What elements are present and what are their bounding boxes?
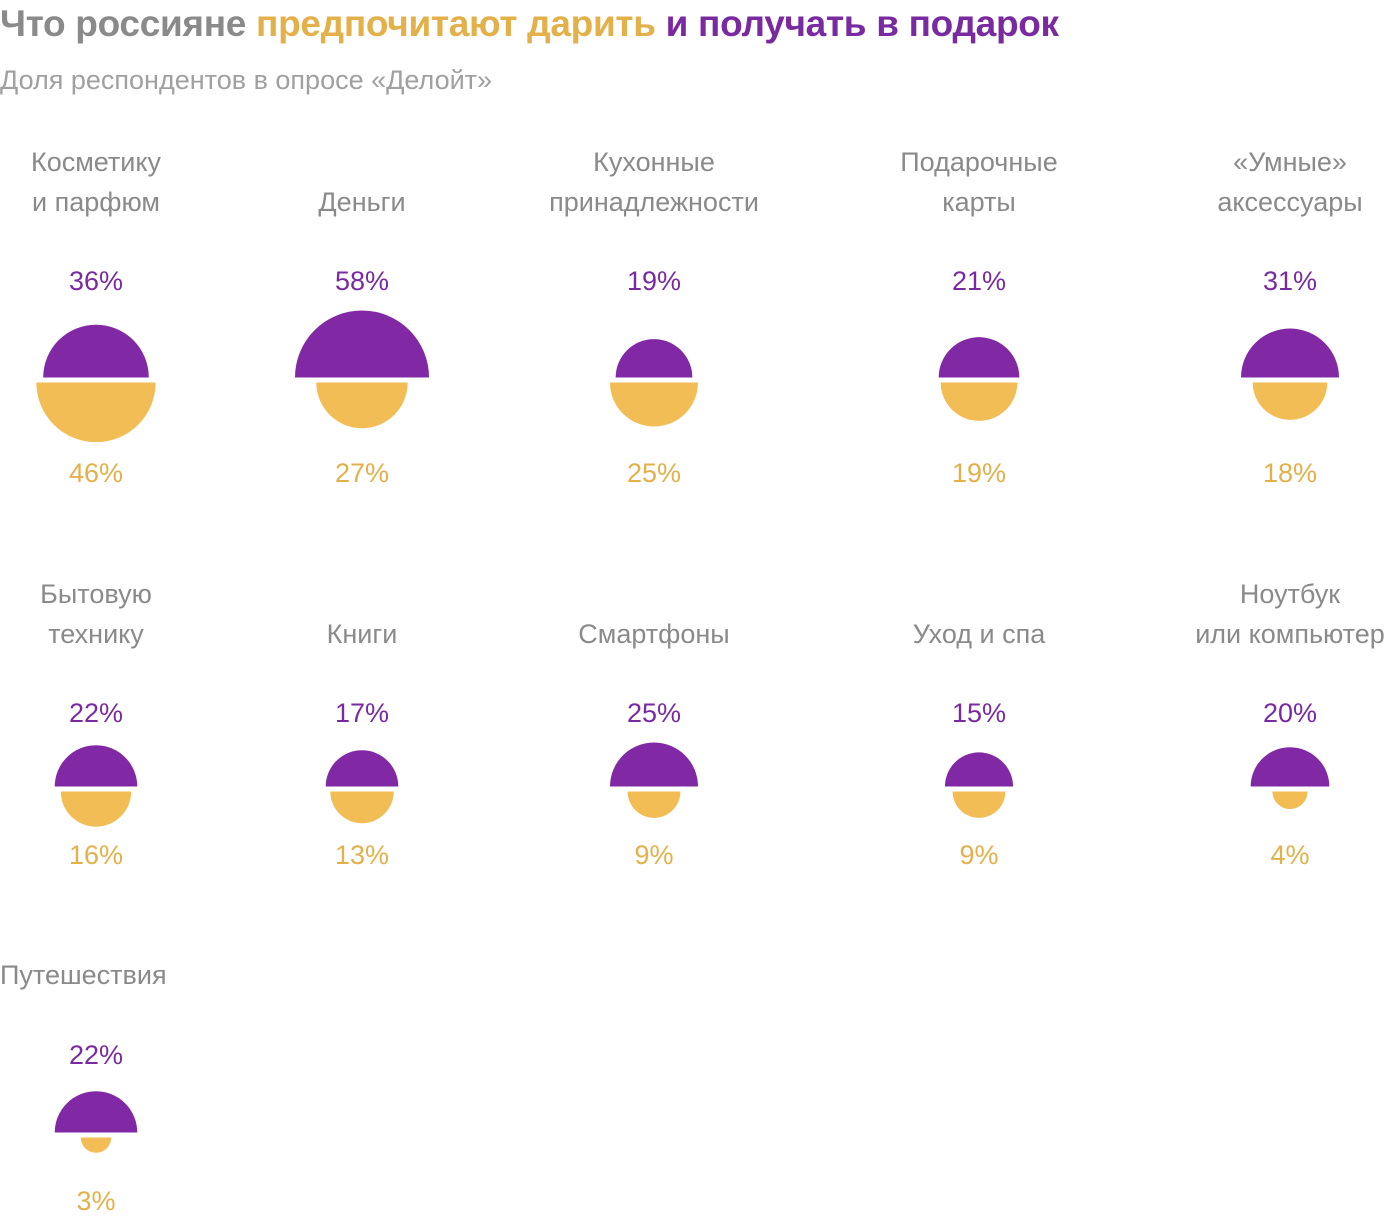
category-label: Косметику [31, 147, 161, 177]
category-label: Бытовую [40, 579, 152, 609]
category-label: «Умные» [1233, 147, 1347, 177]
give-semicircle [60, 791, 132, 827]
give-value-label: 16% [69, 840, 123, 870]
give-semicircle [940, 382, 1018, 421]
category-label: аксессуары [1217, 187, 1362, 217]
give-semicircle [36, 382, 156, 443]
category-label: Подарочные [900, 147, 1057, 177]
receive-semicircle [325, 750, 399, 787]
give-semicircle [316, 382, 408, 429]
receive-value-label: 22% [69, 698, 123, 728]
give-value-label: 9% [634, 840, 673, 870]
give-value-label: 27% [335, 458, 389, 488]
give-value-label: 25% [627, 458, 681, 488]
receive-semicircle [54, 745, 138, 787]
receive-value-label: 21% [952, 266, 1006, 296]
receive-value-label: 22% [69, 1040, 123, 1070]
category-label: Путешествия [0, 960, 167, 990]
category-label: принадлежности [549, 187, 759, 217]
category-label: Книги [327, 619, 398, 649]
receive-value-label: 15% [952, 698, 1006, 728]
category-label: Ноутбук [1240, 579, 1340, 609]
category-label: Деньги [318, 187, 405, 217]
give-value-label: 18% [1263, 458, 1317, 488]
receive-value-label: 20% [1263, 698, 1317, 728]
give-value-label: 3% [76, 1186, 115, 1216]
receive-semicircle [615, 339, 693, 378]
give-semicircle [627, 791, 681, 818]
give-semicircle [610, 382, 698, 427]
category-label: Кухонные [593, 147, 715, 177]
receive-value-label: 58% [335, 266, 389, 296]
chart-subtitle: Доля респондентов в опросе «Делойт» [0, 65, 493, 95]
category-label: технику [48, 619, 144, 649]
give-value-label: 9% [959, 840, 998, 870]
receive-value-label: 36% [69, 266, 123, 296]
receive-value-label: 31% [1263, 266, 1317, 296]
receive-value-label: 19% [627, 266, 681, 296]
category-label: и парфюм [32, 187, 160, 217]
give-value-label: 46% [69, 458, 123, 488]
receive-semicircle [54, 1091, 138, 1133]
receive-value-label: 25% [627, 698, 681, 728]
receive-semicircle [1250, 747, 1330, 787]
receive-value-label: 17% [335, 698, 389, 728]
receive-semicircle [938, 337, 1020, 378]
give-semicircle [952, 791, 1006, 818]
title-part-neutral: Что россияне [0, 3, 257, 44]
give-semicircle [1272, 791, 1308, 810]
category-label: Уход и спа [913, 619, 1047, 649]
receive-semicircle [944, 752, 1014, 787]
give-semicircle [330, 791, 394, 824]
receive-semicircle [610, 742, 698, 787]
give-semicircle [80, 1137, 112, 1153]
receive-semicircle [294, 310, 430, 378]
title-part-receive: и получать в подарок [655, 3, 1059, 44]
category-label: или компьютер [1195, 619, 1385, 649]
receive-semicircle [1241, 328, 1339, 378]
title-part-give: предпочитают дарить [256, 3, 656, 44]
give-semicircle [1252, 382, 1328, 420]
category-label: Смартфоны [578, 619, 729, 649]
receive-semicircle [43, 324, 149, 378]
give-value-label: 4% [1270, 840, 1309, 870]
give-value-label: 19% [952, 458, 1006, 488]
chart-title: Что россияне предпочитают дарить и получ… [0, 2, 1059, 46]
category-label: карты [942, 187, 1016, 217]
give-value-label: 13% [335, 840, 389, 870]
